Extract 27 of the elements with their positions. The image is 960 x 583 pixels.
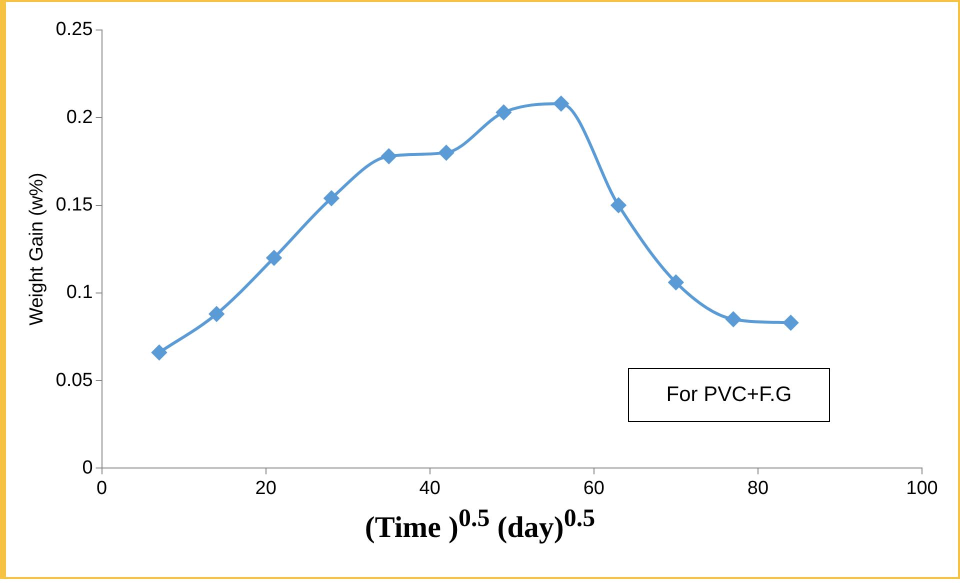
y-axis-title: Weight Gain (w%) xyxy=(26,172,48,326)
note-box: For PVC+F.G xyxy=(628,368,830,422)
y-tick-label: 0.15 xyxy=(56,194,93,216)
point xyxy=(726,312,741,327)
y-tick-label: 0.25 xyxy=(56,19,93,40)
point xyxy=(438,145,454,160)
y-tick-label: 0.1 xyxy=(66,282,93,304)
point xyxy=(266,250,282,266)
x-tick-label: 80 xyxy=(747,478,769,499)
x-tick-label: 60 xyxy=(583,478,604,499)
x-tick-label: 40 xyxy=(419,478,440,499)
y-tick-label: 0.2 xyxy=(66,106,93,128)
y-tick-label: 0.05 xyxy=(56,370,93,391)
point xyxy=(783,315,798,330)
x-tick-label: 0 xyxy=(96,478,108,499)
point xyxy=(324,190,339,206)
y-tick-label: 0 xyxy=(82,457,93,478)
point xyxy=(554,96,569,112)
point xyxy=(611,198,626,213)
point xyxy=(381,148,396,164)
point xyxy=(496,104,512,120)
x-tick-label: 20 xyxy=(255,478,276,499)
x-axis-title: (Time )$^{0.5}$ (day)$^{0.5}$ xyxy=(364,505,596,545)
x-tick-label: 100 xyxy=(906,478,938,499)
point xyxy=(668,274,684,290)
point xyxy=(152,345,167,360)
point xyxy=(209,306,224,322)
